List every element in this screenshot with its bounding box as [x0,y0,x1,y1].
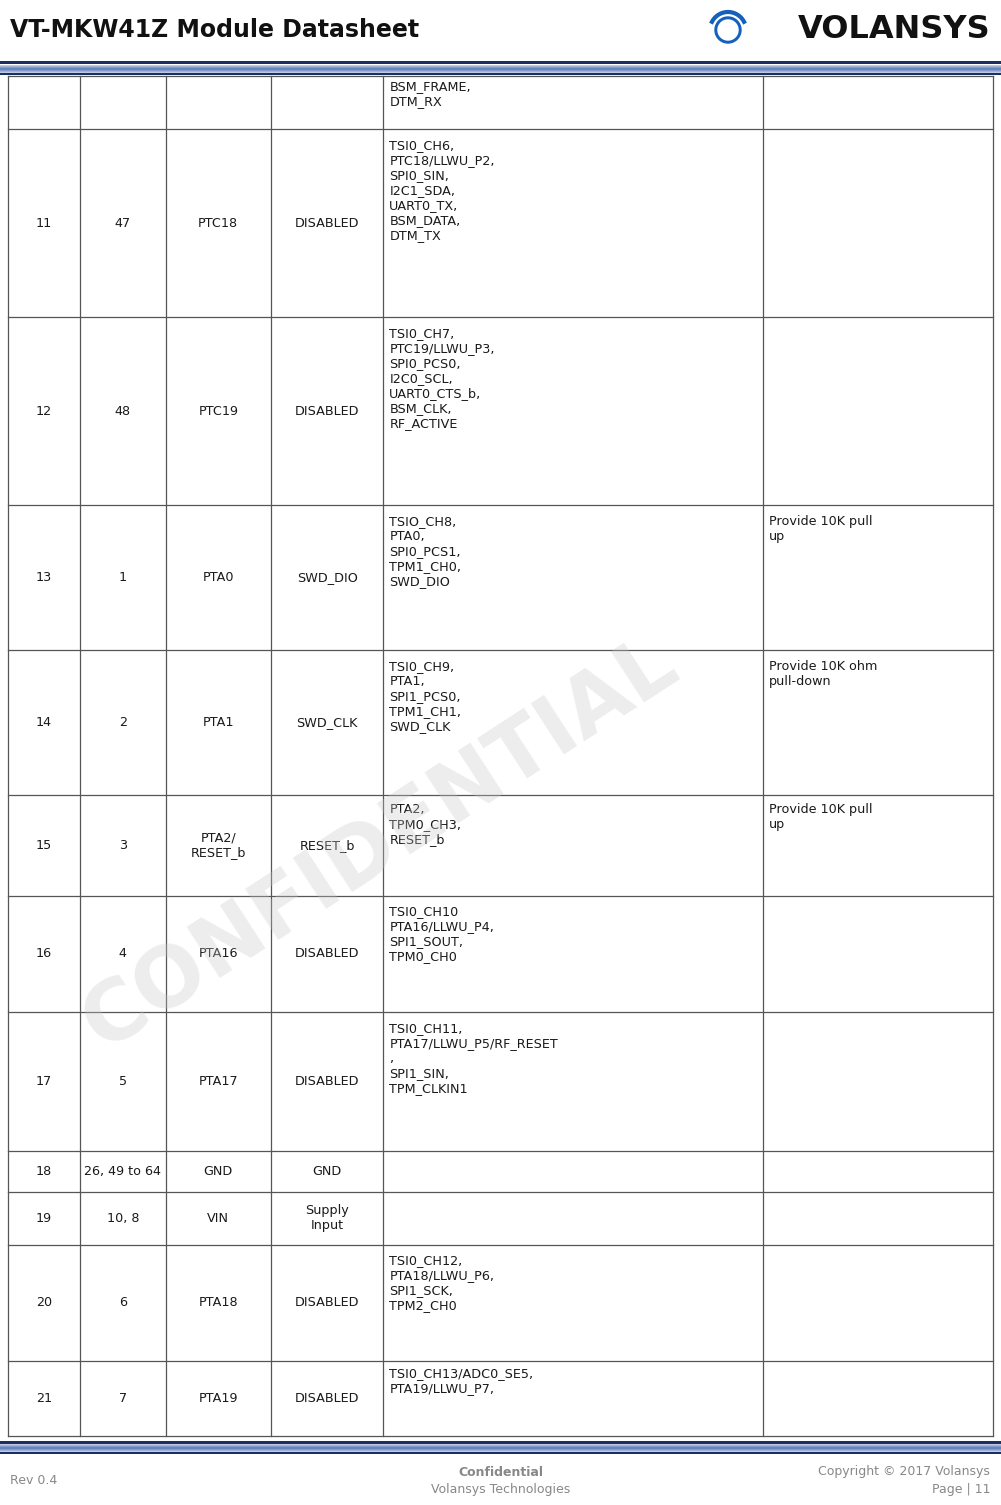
Text: 12: 12 [36,405,52,418]
Text: TSI0_CH11,
PTA17/LLWU_P5/RF_RESET
,
SPI1_SIN,
TPM_CLKIN1: TSI0_CH11, PTA17/LLWU_P5/RF_RESET , SPI1… [389,1022,558,1094]
Text: 21: 21 [36,1392,52,1404]
Text: DISABLED: DISABLED [295,217,359,230]
Text: GND: GND [312,1165,341,1178]
Text: TSI0_CH9,
PTA1,
SPI1_PCS0,
TPM1_CH1,
SWD_CLK: TSI0_CH9, PTA1, SPI1_PCS0, TPM1_CH1, SWD… [389,659,461,733]
Text: TSIO_CH8,
PTA0,
SPI0_PCS1,
TPM1_CH0,
SWD_DIO: TSIO_CH8, PTA0, SPI0_PCS1, TPM1_CH0, SWD… [389,515,461,588]
Text: Copyright © 2017 Volansys: Copyright © 2017 Volansys [818,1466,990,1478]
Text: Provide 10K pull
up: Provide 10K pull up [769,802,872,831]
Text: 18: 18 [36,1165,52,1178]
Text: 15: 15 [36,838,52,852]
Text: VT-MKW41Z Module Datasheet: VT-MKW41Z Module Datasheet [10,18,419,42]
Text: 4: 4 [119,947,127,960]
Text: GND: GND [203,1165,233,1178]
Text: 7: 7 [119,1392,127,1404]
Text: Rev 0.4: Rev 0.4 [10,1473,57,1487]
Text: PTA2/
RESET_b: PTA2/ RESET_b [190,831,246,859]
Bar [0,74,1001,75]
Text: TSI0_CH10
PTA16/LLWU_P4,
SPI1_SOUT,
TPM0_CH0: TSI0_CH10 PTA16/LLWU_P4, SPI1_SOUT, TPM0… [389,905,494,963]
Bar [0,62,1001,65]
Text: 16: 16 [36,947,52,960]
Text: BSM_FRAME,
DTM_RX: BSM_FRAME, DTM_RX [389,80,470,108]
Text: TSI0_CH6,
PTC18/LLWU_P2,
SPI0_SIN,
I2C1_SDA,
UART0_TX,
BSM_DATA,
DTM_TX: TSI0_CH6, PTC18/LLWU_P2, SPI0_SIN, I2C1_… [389,138,494,242]
Text: PTC19: PTC19 [198,405,238,418]
Text: DISABLED: DISABLED [295,405,359,418]
Text: 14: 14 [36,716,52,728]
Bar [0,1452,1001,1454]
Text: VIN: VIN [207,1212,229,1225]
Text: 48: 48 [115,405,131,418]
Text: SWD_CLK: SWD_CLK [296,716,357,728]
Polygon shape [715,17,741,44]
Text: Confidential: Confidential [458,1466,543,1478]
Text: 19: 19 [36,1212,52,1225]
Text: TSI0_CH7,
PTC19/LLWU_P3,
SPI0_PCS0,
I2C0_SCL,
UART0_CTS_b,
BSM_CLK,
RF_ACTIVE: TSI0_CH7, PTC19/LLWU_P3, SPI0_PCS0, I2C0… [389,327,494,430]
Polygon shape [718,20,738,41]
Text: PTA18: PTA18 [198,1296,238,1309]
Text: PTA2,
TPM0_CH3,
RESET_b: PTA2, TPM0_CH3, RESET_b [389,802,461,846]
Text: Page | 11: Page | 11 [932,1482,990,1496]
Text: PTA16: PTA16 [198,947,238,960]
Text: 10, 8: 10, 8 [106,1212,139,1225]
Text: DISABLED: DISABLED [295,947,359,960]
Text: PTA1: PTA1 [202,716,234,728]
Text: PTA0: PTA0 [202,570,234,584]
Text: Supply
Input: Supply Input [305,1204,349,1233]
Text: SWD_DIO: SWD_DIO [296,570,357,584]
Text: VOLANSYS: VOLANSYS [798,15,990,45]
Text: CONFIDENTIAL: CONFIDENTIAL [68,620,693,1066]
Text: 6: 6 [119,1296,127,1309]
Text: Provide 10K ohm
pull-down: Provide 10K ohm pull-down [769,659,877,688]
Text: 5: 5 [119,1075,127,1088]
Text: 2: 2 [119,716,127,728]
Text: 17: 17 [36,1075,52,1088]
Text: 3: 3 [119,838,127,852]
Text: DISABLED: DISABLED [295,1392,359,1404]
Text: 20: 20 [36,1296,52,1309]
Text: 11: 11 [36,217,52,230]
Text: RESET_b: RESET_b [299,838,355,852]
Text: DISABLED: DISABLED [295,1296,359,1309]
Text: 1: 1 [119,570,127,584]
Text: DISABLED: DISABLED [295,1075,359,1088]
Text: PTA17: PTA17 [198,1075,238,1088]
Text: TSI0_CH13/ADC0_SE5,
PTA19/LLWU_P7,: TSI0_CH13/ADC0_SE5, PTA19/LLWU_P7, [389,1367,534,1395]
Text: PTC18: PTC18 [198,217,238,230]
Text: 13: 13 [36,570,52,584]
Text: 26, 49 to 64: 26, 49 to 64 [84,1165,161,1178]
Text: Provide 10K pull
up: Provide 10K pull up [769,515,872,543]
Bar [0,1440,1001,1443]
Text: PTA19: PTA19 [198,1392,238,1404]
Text: TSI0_CH12,
PTA18/LLWU_P6,
SPI1_SCK,
TPM2_CH0: TSI0_CH12, PTA18/LLWU_P6, SPI1_SCK, TPM2… [389,1254,494,1312]
Text: Volansys Technologies: Volansys Technologies [430,1482,571,1496]
Text: 47: 47 [115,217,131,230]
